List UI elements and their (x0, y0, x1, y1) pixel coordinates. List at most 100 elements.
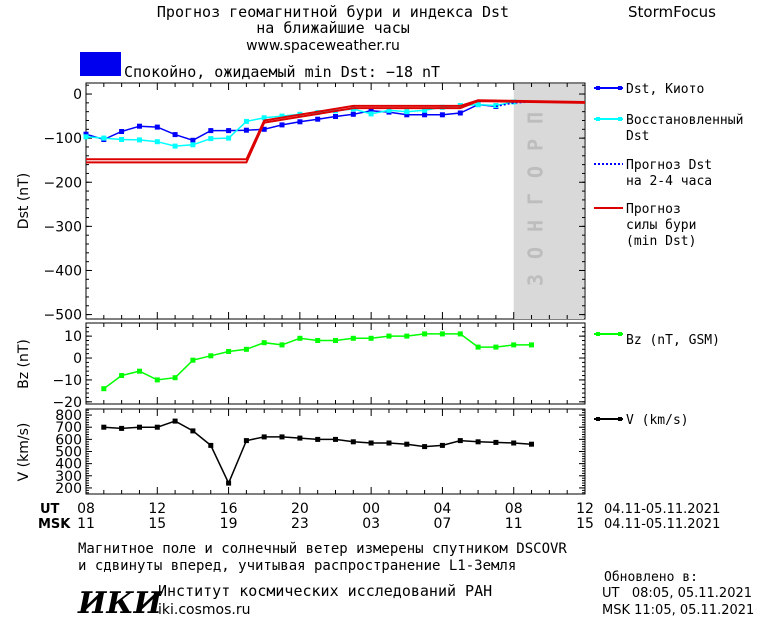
msk-tick-label: 15 (576, 516, 594, 532)
data-point (333, 436, 338, 442)
data-point (261, 434, 267, 440)
data-point (119, 129, 125, 134)
data-point (208, 442, 214, 448)
legend-dst-kyoto: Dst, Киото (626, 82, 704, 97)
updated-ut: UT 08:05, 05.11.2021 (602, 586, 752, 601)
y-axis-label: V (km/s) (16, 423, 32, 482)
data-point (475, 439, 481, 445)
data-point (475, 102, 481, 108)
msk-tick-label: 15 (148, 516, 166, 532)
y-tick-label: 200 (55, 481, 82, 497)
status-color-box (80, 52, 121, 76)
data-point (154, 377, 160, 383)
data-point (315, 116, 321, 122)
v-panel-frame (85, 408, 586, 495)
forecast-label-letter: Г (523, 193, 547, 205)
series-line (86, 99, 586, 161)
ut-tick-label: 20 (291, 501, 309, 517)
data-point (190, 137, 196, 143)
bz-plot: 10 0 −10 −20 Bz (nT) (16, 322, 586, 411)
data-point (422, 112, 428, 118)
institute-name: Институт космических исследований РАН (158, 582, 492, 600)
data-point (422, 444, 428, 450)
forecast-label-letter: О (523, 166, 547, 178)
data-point (261, 115, 267, 121)
data-point (493, 103, 499, 108)
status-text: Спокойно, ожидаемый min Dst: −18 nT (124, 63, 440, 81)
y-tick-label: 800 (55, 408, 82, 424)
data-point (333, 114, 338, 119)
series-line (86, 100, 586, 164)
data-point (297, 435, 303, 441)
data-point (226, 480, 232, 486)
y-tick-label: 300 (55, 469, 82, 485)
data-point (493, 439, 499, 445)
msk-tick-label: 07 (434, 516, 452, 532)
footer-note-line1: Магнитное поле и солнечный ветер измерен… (78, 541, 567, 557)
data-point (404, 333, 410, 339)
data-point (279, 122, 285, 128)
data-point (172, 418, 178, 424)
data-point (208, 128, 214, 134)
data-point (439, 442, 445, 448)
data-point (243, 438, 249, 444)
data-point (439, 112, 445, 118)
data-point (208, 353, 214, 359)
data-point (404, 109, 410, 115)
data-point (279, 113, 285, 119)
ut-axis-label: UT (40, 502, 60, 517)
y-tick-label: −500 (44, 308, 82, 324)
data-point (226, 128, 232, 134)
title-line1: Прогноз геомагнитной бури и индекса Dst (157, 3, 509, 21)
data-point (190, 357, 196, 363)
msk-tick-label: 11 (505, 516, 523, 532)
data-point (493, 344, 499, 350)
data-point (208, 136, 214, 142)
y-tick-label: −300 (44, 219, 82, 235)
data-point (386, 107, 392, 113)
data-point (137, 137, 142, 143)
data-point (279, 342, 285, 348)
data-point (422, 331, 428, 337)
forecast-label-letter: Р (523, 139, 547, 151)
msk-tick-label: 23 (291, 516, 309, 532)
data-point (315, 338, 321, 343)
data-point (119, 425, 125, 431)
data-point (422, 107, 428, 113)
legend-dst-restored-2: Dst (626, 129, 649, 144)
forecast-region (513, 84, 584, 319)
series-line (85, 103, 496, 142)
data-point (154, 139, 160, 145)
data-point (243, 118, 249, 124)
title-line2: на ближайшие часы (256, 19, 410, 37)
y-axis-label: Dst (nT) (16, 173, 32, 229)
ut-tick-label: 12 (148, 501, 166, 517)
data-point (101, 386, 107, 392)
data-point (172, 375, 178, 381)
legend: Dst, Киото Восстановленный Dst Прогноз D… (594, 82, 743, 428)
data-point (368, 335, 374, 341)
forecast-label-letter: П (523, 112, 547, 124)
ut-tick-label: 04 (434, 501, 452, 517)
msk-tick-label: 03 (362, 516, 380, 532)
data-point (190, 428, 196, 434)
msk-tick-label: 11 (77, 516, 95, 532)
data-point (457, 110, 463, 116)
y-tick-label: −100 (44, 131, 82, 147)
msk-tick-label: 19 (220, 516, 238, 532)
y-tick-label: −400 (44, 263, 82, 279)
y-tick-label: 700 (55, 420, 82, 436)
legend-dst-forecast-1: Прогноз Dst (626, 158, 712, 173)
site-url: www.spaceweather.ru (246, 38, 400, 54)
msk-axis-label: MSK (38, 517, 71, 532)
data-point (475, 344, 481, 350)
data-point (190, 142, 196, 148)
data-point (154, 424, 160, 430)
y-axis-label: Bz (nT) (16, 339, 32, 389)
y-tick-label: 400 (55, 457, 82, 473)
y-tick-label: 0 (73, 351, 82, 367)
legend-storm-forecast-1: Прогноз (626, 202, 681, 217)
y-tick-label: 10 (64, 329, 82, 345)
legend-v: V (km/s) (626, 413, 689, 428)
